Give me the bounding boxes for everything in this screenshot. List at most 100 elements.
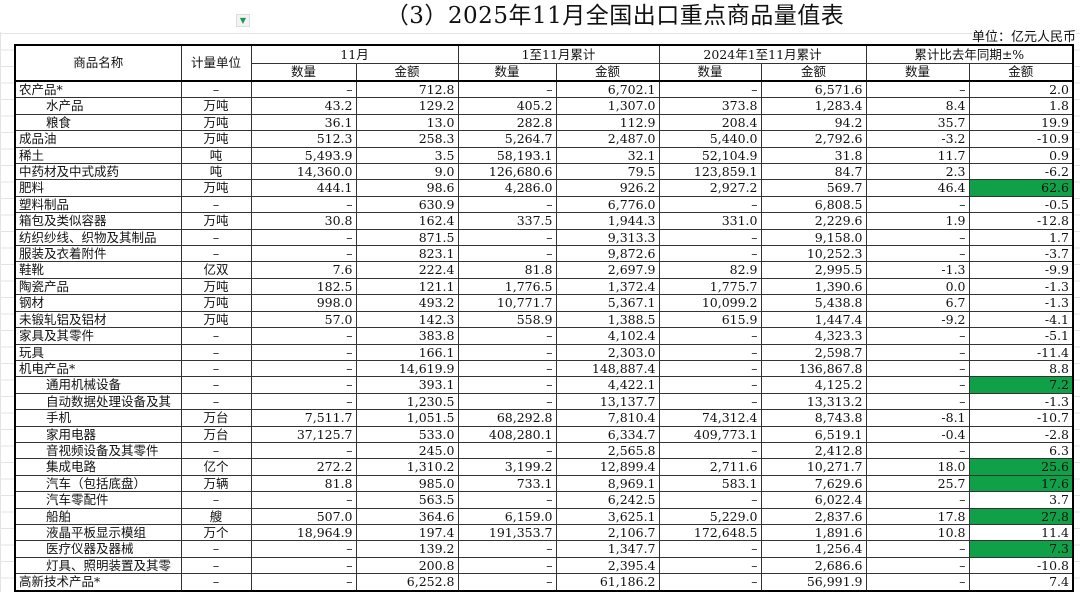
cell-unit[interactable]: – xyxy=(180,573,252,592)
cell-amount[interactable]: 2,395.4 xyxy=(555,556,660,575)
cell-amount[interactable]: 985.0 xyxy=(355,474,459,493)
cell-amount[interactable]: 1,307.0 xyxy=(555,97,660,115)
cell-unit[interactable]: – xyxy=(180,80,252,99)
cell-quantity[interactable]: 126,680.6 xyxy=(457,163,557,181)
header-amount[interactable]: 金额 xyxy=(555,62,660,82)
cell-amount[interactable]: 2,697.9 xyxy=(555,261,660,279)
cell-unit[interactable]: – xyxy=(180,376,252,394)
cell-quantity[interactable]: 331.0 xyxy=(658,212,762,230)
cell-unit[interactable]: 吨 xyxy=(180,163,252,181)
cell-amount[interactable]: 364.6 xyxy=(355,507,459,525)
cell-quantity[interactable]: – xyxy=(457,343,557,361)
cell-quantity[interactable]: 4,286.0 xyxy=(457,179,557,197)
cell-amount[interactable]: 1,447.4 xyxy=(760,310,867,329)
cell-product-name[interactable]: 机电产品* xyxy=(14,359,182,378)
cell-amount[interactable]: 197.4 xyxy=(355,523,459,542)
cell-amount[interactable]: 61,186.2 xyxy=(555,573,660,592)
cell-quantity[interactable]: – xyxy=(865,343,970,361)
cell-quantity[interactable]: – xyxy=(457,441,557,460)
cell-quantity[interactable]: 6,159.0 xyxy=(457,507,557,525)
cell-product-name[interactable]: 水产品 xyxy=(14,97,182,115)
cell-amount[interactable]: 1,347.7 xyxy=(555,540,660,558)
cell-amount[interactable]: 2,487.0 xyxy=(555,130,660,148)
cell-quantity[interactable]: 68,292.8 xyxy=(457,409,557,427)
cell-quantity[interactable]: – xyxy=(457,195,557,214)
cell-amount[interactable]: 258.3 xyxy=(355,130,459,148)
cell-quantity[interactable]: 408,280.1 xyxy=(457,425,557,443)
cell-amount[interactable]: 1,891.6 xyxy=(760,523,867,542)
cell-quantity[interactable]: 444.1 xyxy=(250,179,357,197)
cell-quantity[interactable]: – xyxy=(865,327,970,345)
cell-quantity[interactable]: 18,964.9 xyxy=(250,523,357,542)
cell-product-name[interactable]: 陶瓷产品 xyxy=(14,277,182,296)
cell-amount[interactable]: 4,102.4 xyxy=(555,327,660,345)
cell-quantity[interactable]: 37,125.7 xyxy=(250,425,357,443)
cell-amount[interactable]: 2,686.6 xyxy=(760,556,867,575)
cell-quantity[interactable]: 10.8 xyxy=(865,523,970,542)
cell-quantity[interactable]: 11.7 xyxy=(865,146,970,165)
cell-unit[interactable]: 万吨 xyxy=(180,179,252,197)
cell-unit[interactable]: 亿个 xyxy=(180,458,252,476)
cell-amount[interactable]: 121.1 xyxy=(355,277,459,296)
cell-amount[interactable]: 1,051.5 xyxy=(355,409,459,427)
cell-quantity[interactable]: 43.2 xyxy=(250,97,357,115)
cell-amount[interactable]: 926.2 xyxy=(555,179,660,197)
cell-quantity[interactable]: 7,511.7 xyxy=(250,409,357,427)
cell-quantity[interactable]: – xyxy=(250,228,357,247)
cell-quantity[interactable]: 25.7 xyxy=(865,474,970,493)
cell-amount[interactable]: 139.2 xyxy=(355,540,459,558)
cell-amount[interactable]: 1.8 xyxy=(968,97,1074,115)
cell-amount[interactable]: 2,995.5 xyxy=(760,261,867,279)
cell-product-name[interactable]: 集成电路 xyxy=(14,458,182,476)
cell-amount[interactable]: 569.7 xyxy=(760,179,867,197)
cell-amount[interactable]: 162.4 xyxy=(355,212,459,230)
cell-amount[interactable]: 84.7 xyxy=(760,163,867,181)
cell-quantity[interactable]: – xyxy=(658,327,762,345)
cell-amount[interactable]: 493.2 xyxy=(355,294,459,312)
cell-product-name[interactable]: 肥料 xyxy=(14,179,182,197)
cell-quantity[interactable]: – xyxy=(658,359,762,378)
cell-amount[interactable]: -1.3 xyxy=(968,294,1074,312)
cell-product-name[interactable]: 音视频设备及其零件 xyxy=(14,441,182,460)
cell-unit[interactable]: 万吨 xyxy=(180,294,252,312)
cell-amount[interactable]: 2,412.8 xyxy=(760,441,867,460)
cell-product-name[interactable]: 粮食 xyxy=(14,113,182,132)
header-quantity[interactable]: 数量 xyxy=(457,62,557,82)
cell-amount[interactable]: 2,106.7 xyxy=(555,523,660,542)
cell-quantity[interactable]: – xyxy=(865,491,970,509)
cell-amount[interactable]: 823.1 xyxy=(355,245,459,263)
cell-quantity[interactable]: – xyxy=(658,195,762,214)
cell-quantity[interactable]: – xyxy=(865,228,970,247)
cell-amount[interactable]: 19.9 xyxy=(968,113,1074,132)
cell-amount[interactable]: 6,519.1 xyxy=(760,425,867,443)
cell-quantity[interactable]: – xyxy=(658,573,762,592)
cell-amount[interactable]: -10.7 xyxy=(968,409,1074,427)
cell-amount[interactable]: -1.3 xyxy=(968,392,1074,411)
cell-quantity[interactable]: – xyxy=(457,392,557,411)
cell-product-name[interactable]: 农产品* xyxy=(14,80,182,99)
cell-amount[interactable]: 17.6 xyxy=(968,474,1074,493)
cell-amount[interactable]: 94.2 xyxy=(760,113,867,132)
cell-quantity[interactable]: 18.0 xyxy=(865,458,970,476)
cell-amount[interactable]: 5,367.1 xyxy=(555,294,660,312)
cell-unit[interactable]: – xyxy=(180,491,252,509)
cell-product-name[interactable]: 自动数据处理设备及其 xyxy=(14,392,182,411)
cell-quantity[interactable]: – xyxy=(250,556,357,575)
cell-quantity[interactable]: 6.7 xyxy=(865,294,970,312)
cell-quantity[interactable]: 409,773.1 xyxy=(658,425,762,443)
cell-quantity[interactable]: – xyxy=(865,540,970,558)
cell-amount[interactable]: 393.1 xyxy=(355,376,459,394)
cell-amount[interactable]: 9,158.0 xyxy=(760,228,867,247)
cell-product-name[interactable]: 医疗仪器及器械 xyxy=(14,540,182,558)
cell-quantity[interactable]: 57.0 xyxy=(250,310,357,329)
cell-amount[interactable]: 7,810.4 xyxy=(555,409,660,427)
header-amount[interactable]: 金额 xyxy=(968,62,1074,82)
cell-quantity[interactable]: – xyxy=(658,80,762,99)
cell-quantity[interactable]: 123,859.1 xyxy=(658,163,762,181)
cell-quantity[interactable]: – xyxy=(658,556,762,575)
cell-unit[interactable]: 亿双 xyxy=(180,261,252,279)
cell-amount[interactable]: 0.9 xyxy=(968,146,1074,165)
cell-unit[interactable]: 万个 xyxy=(180,523,252,542)
cell-unit[interactable]: – xyxy=(180,359,252,378)
cell-amount[interactable]: -12.8 xyxy=(968,212,1074,230)
